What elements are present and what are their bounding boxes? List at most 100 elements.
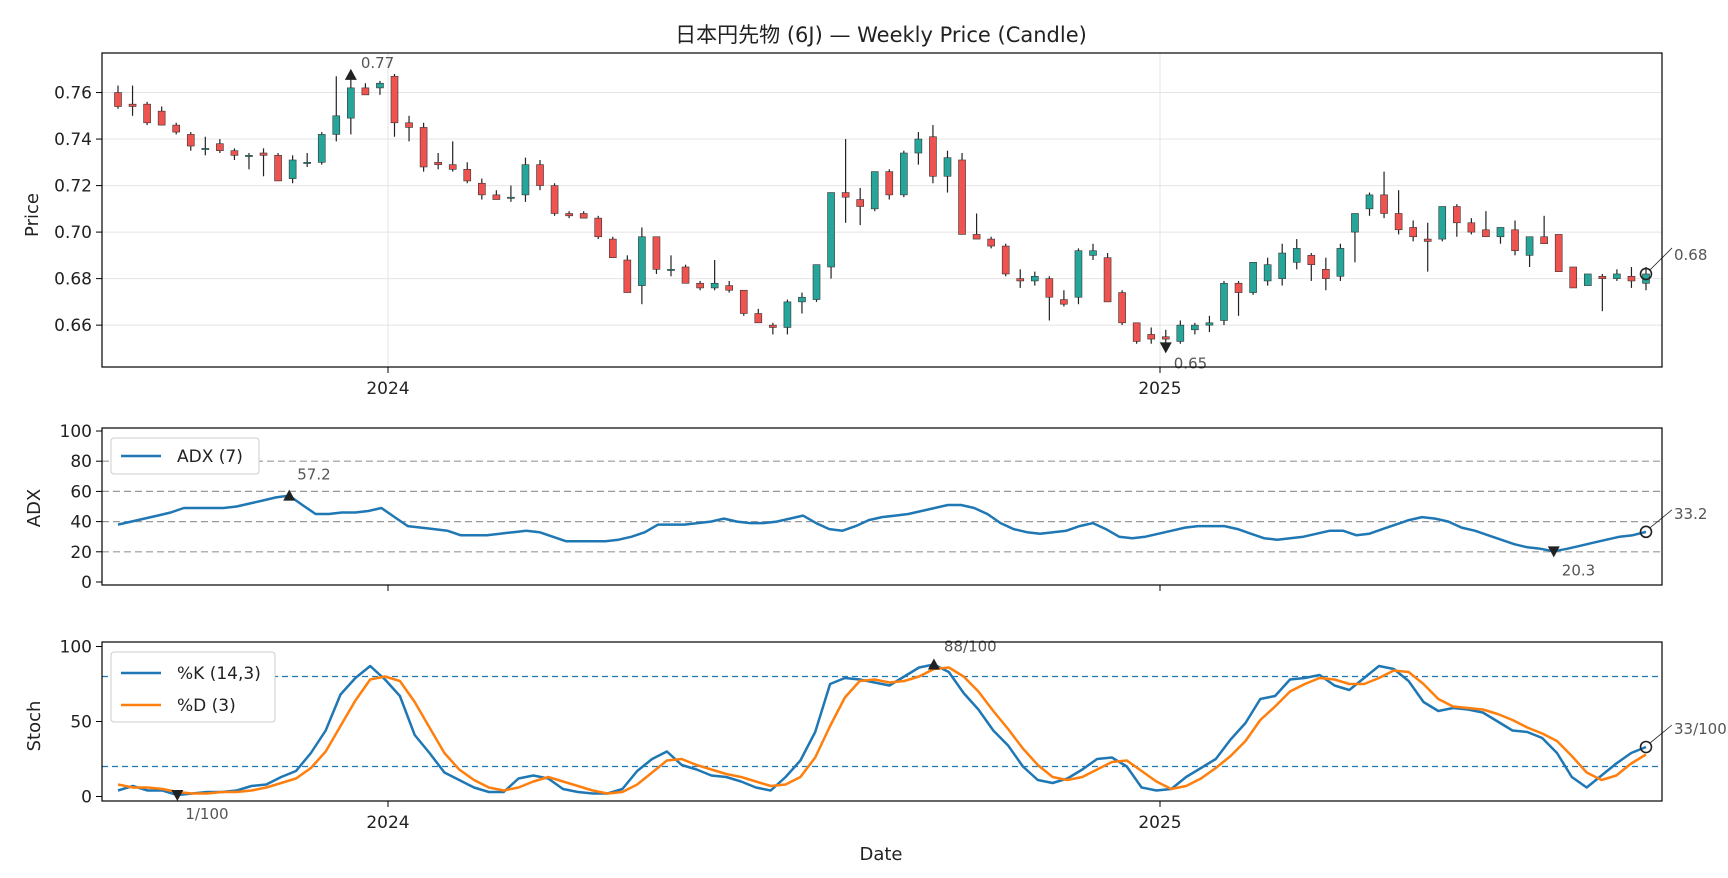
candle-down — [987, 238, 995, 247]
adx-y-tick-label: 60 — [70, 482, 92, 502]
price-ticks: 0.66 0.68 0.70 0.72 0.74 0.76 2024 2025 — [54, 84, 1181, 399]
candle-up — [521, 164, 530, 196]
price-last-leader — [1649, 247, 1673, 271]
stoch-series — [117, 663, 1647, 797]
price-last-label: 0.68 — [1674, 246, 1707, 264]
candle-down — [1554, 234, 1563, 272]
candle-down — [958, 159, 966, 235]
candle-up — [1220, 282, 1228, 321]
candle-down — [1380, 194, 1388, 214]
price-y-tick-label: 0.70 — [54, 223, 92, 243]
stoch-panel: 0 50 100 2024 2025 88/100 1/100 33/100 Stoch… — [24, 638, 1727, 866]
candle-down — [594, 217, 603, 238]
candle-up — [1205, 322, 1214, 326]
candle-up — [943, 157, 952, 177]
price-y-tick-label: 0.74 — [54, 130, 92, 150]
stoch-last-label: 33/100 — [1674, 720, 1727, 738]
adx-y-tick-label: 0 — [81, 573, 92, 593]
candle-down — [274, 155, 282, 182]
price-last-marker — [1639, 267, 1653, 281]
adx-y-tick-label: 100 — [60, 422, 92, 442]
stoch-legend-k-label: %K (14,3) — [177, 664, 261, 684]
candle-down — [1016, 278, 1025, 282]
candle-down — [608, 238, 617, 258]
price-y-tick-label: 0.72 — [54, 177, 92, 197]
stoch-annotations: 88/100 1/100 33/100 — [171, 638, 1727, 823]
adx-y-axis-label: ADX — [24, 489, 45, 528]
adx-high-label: 57.2 — [297, 466, 330, 484]
candle-down — [1409, 227, 1417, 238]
stoch-x-tick-label: 2024 — [366, 813, 409, 833]
price-high-marker — [344, 68, 357, 80]
price-annotations: 0.77 0.65 0.68 — [344, 54, 1707, 372]
candle-down — [1423, 238, 1432, 242]
candle-down — [565, 213, 573, 217]
candle-down — [1322, 269, 1330, 279]
candle-down — [1045, 278, 1054, 298]
candle-down — [478, 182, 486, 196]
candle-up — [1351, 213, 1359, 233]
candle-down — [1467, 222, 1476, 233]
adx-y-tick-label: 40 — [70, 513, 92, 533]
candle-down — [1103, 257, 1112, 303]
candle-down — [536, 164, 544, 186]
stoch-high-marker — [927, 658, 940, 670]
candle-down — [885, 171, 894, 196]
candle-down — [216, 143, 224, 151]
candle-down — [1394, 213, 1403, 231]
candle-down — [1234, 282, 1243, 293]
candle-up — [1438, 206, 1447, 240]
candle-up — [1176, 324, 1185, 342]
candle-up — [1249, 262, 1257, 293]
candle-down — [841, 192, 850, 198]
candle-down — [1132, 322, 1141, 342]
adx-legend-label: ADX (7) — [177, 447, 243, 467]
candle-down — [186, 134, 195, 147]
candle-up — [812, 264, 821, 300]
price-y-tick-label: 0.66 — [54, 316, 92, 336]
adx-legend: ADX (7) — [110, 437, 260, 475]
candle-down — [230, 150, 239, 156]
price-y-tick-label: 0.68 — [54, 270, 92, 290]
candle-up — [1089, 250, 1097, 256]
candle-down — [259, 152, 268, 156]
candle-up — [1525, 236, 1534, 256]
stoch-series-line-2 — [117, 666, 1647, 795]
candle-down — [114, 92, 122, 107]
candle-down — [1060, 299, 1068, 305]
stoch-x-tick-label: 2025 — [1138, 813, 1181, 833]
candle-down — [1453, 206, 1461, 224]
candle-up — [798, 296, 806, 303]
candle-up — [710, 282, 719, 289]
candle-up — [1336, 248, 1345, 277]
adx-annotations: 57.2 20.3 33.2 — [283, 466, 1707, 579]
price-low-label: 0.65 — [1174, 354, 1207, 372]
candle-down — [725, 285, 734, 291]
adx-last-marker — [1639, 525, 1653, 539]
candle-up — [783, 301, 792, 328]
price-y-axis-label: Price — [22, 193, 43, 237]
stoch-x-axis-label: Date — [859, 844, 902, 865]
stoch-last-marker — [1639, 740, 1653, 754]
candle-down — [492, 194, 501, 200]
adx-y-tick-label: 20 — [70, 543, 92, 563]
price-y-tick-label: 0.76 — [54, 84, 92, 104]
adx-series — [117, 494, 1647, 553]
price-low-marker — [1159, 342, 1172, 354]
candle-down — [1001, 245, 1010, 275]
candle-down — [448, 164, 457, 170]
candle-down — [157, 110, 166, 126]
candle-down — [623, 259, 632, 293]
adx-gridlines — [102, 460, 1662, 553]
stoch-last-leader — [1649, 724, 1673, 744]
candle-down — [361, 87, 370, 96]
candle-down — [1627, 275, 1636, 282]
candle-up — [1191, 324, 1199, 331]
adx-low-label: 20.3 — [1562, 561, 1595, 579]
candle-up — [870, 171, 879, 210]
candle-down — [463, 168, 472, 182]
candle-up — [1583, 273, 1592, 286]
candle-down — [1161, 336, 1170, 340]
candle-down — [1118, 292, 1126, 324]
candle-down — [143, 103, 151, 124]
